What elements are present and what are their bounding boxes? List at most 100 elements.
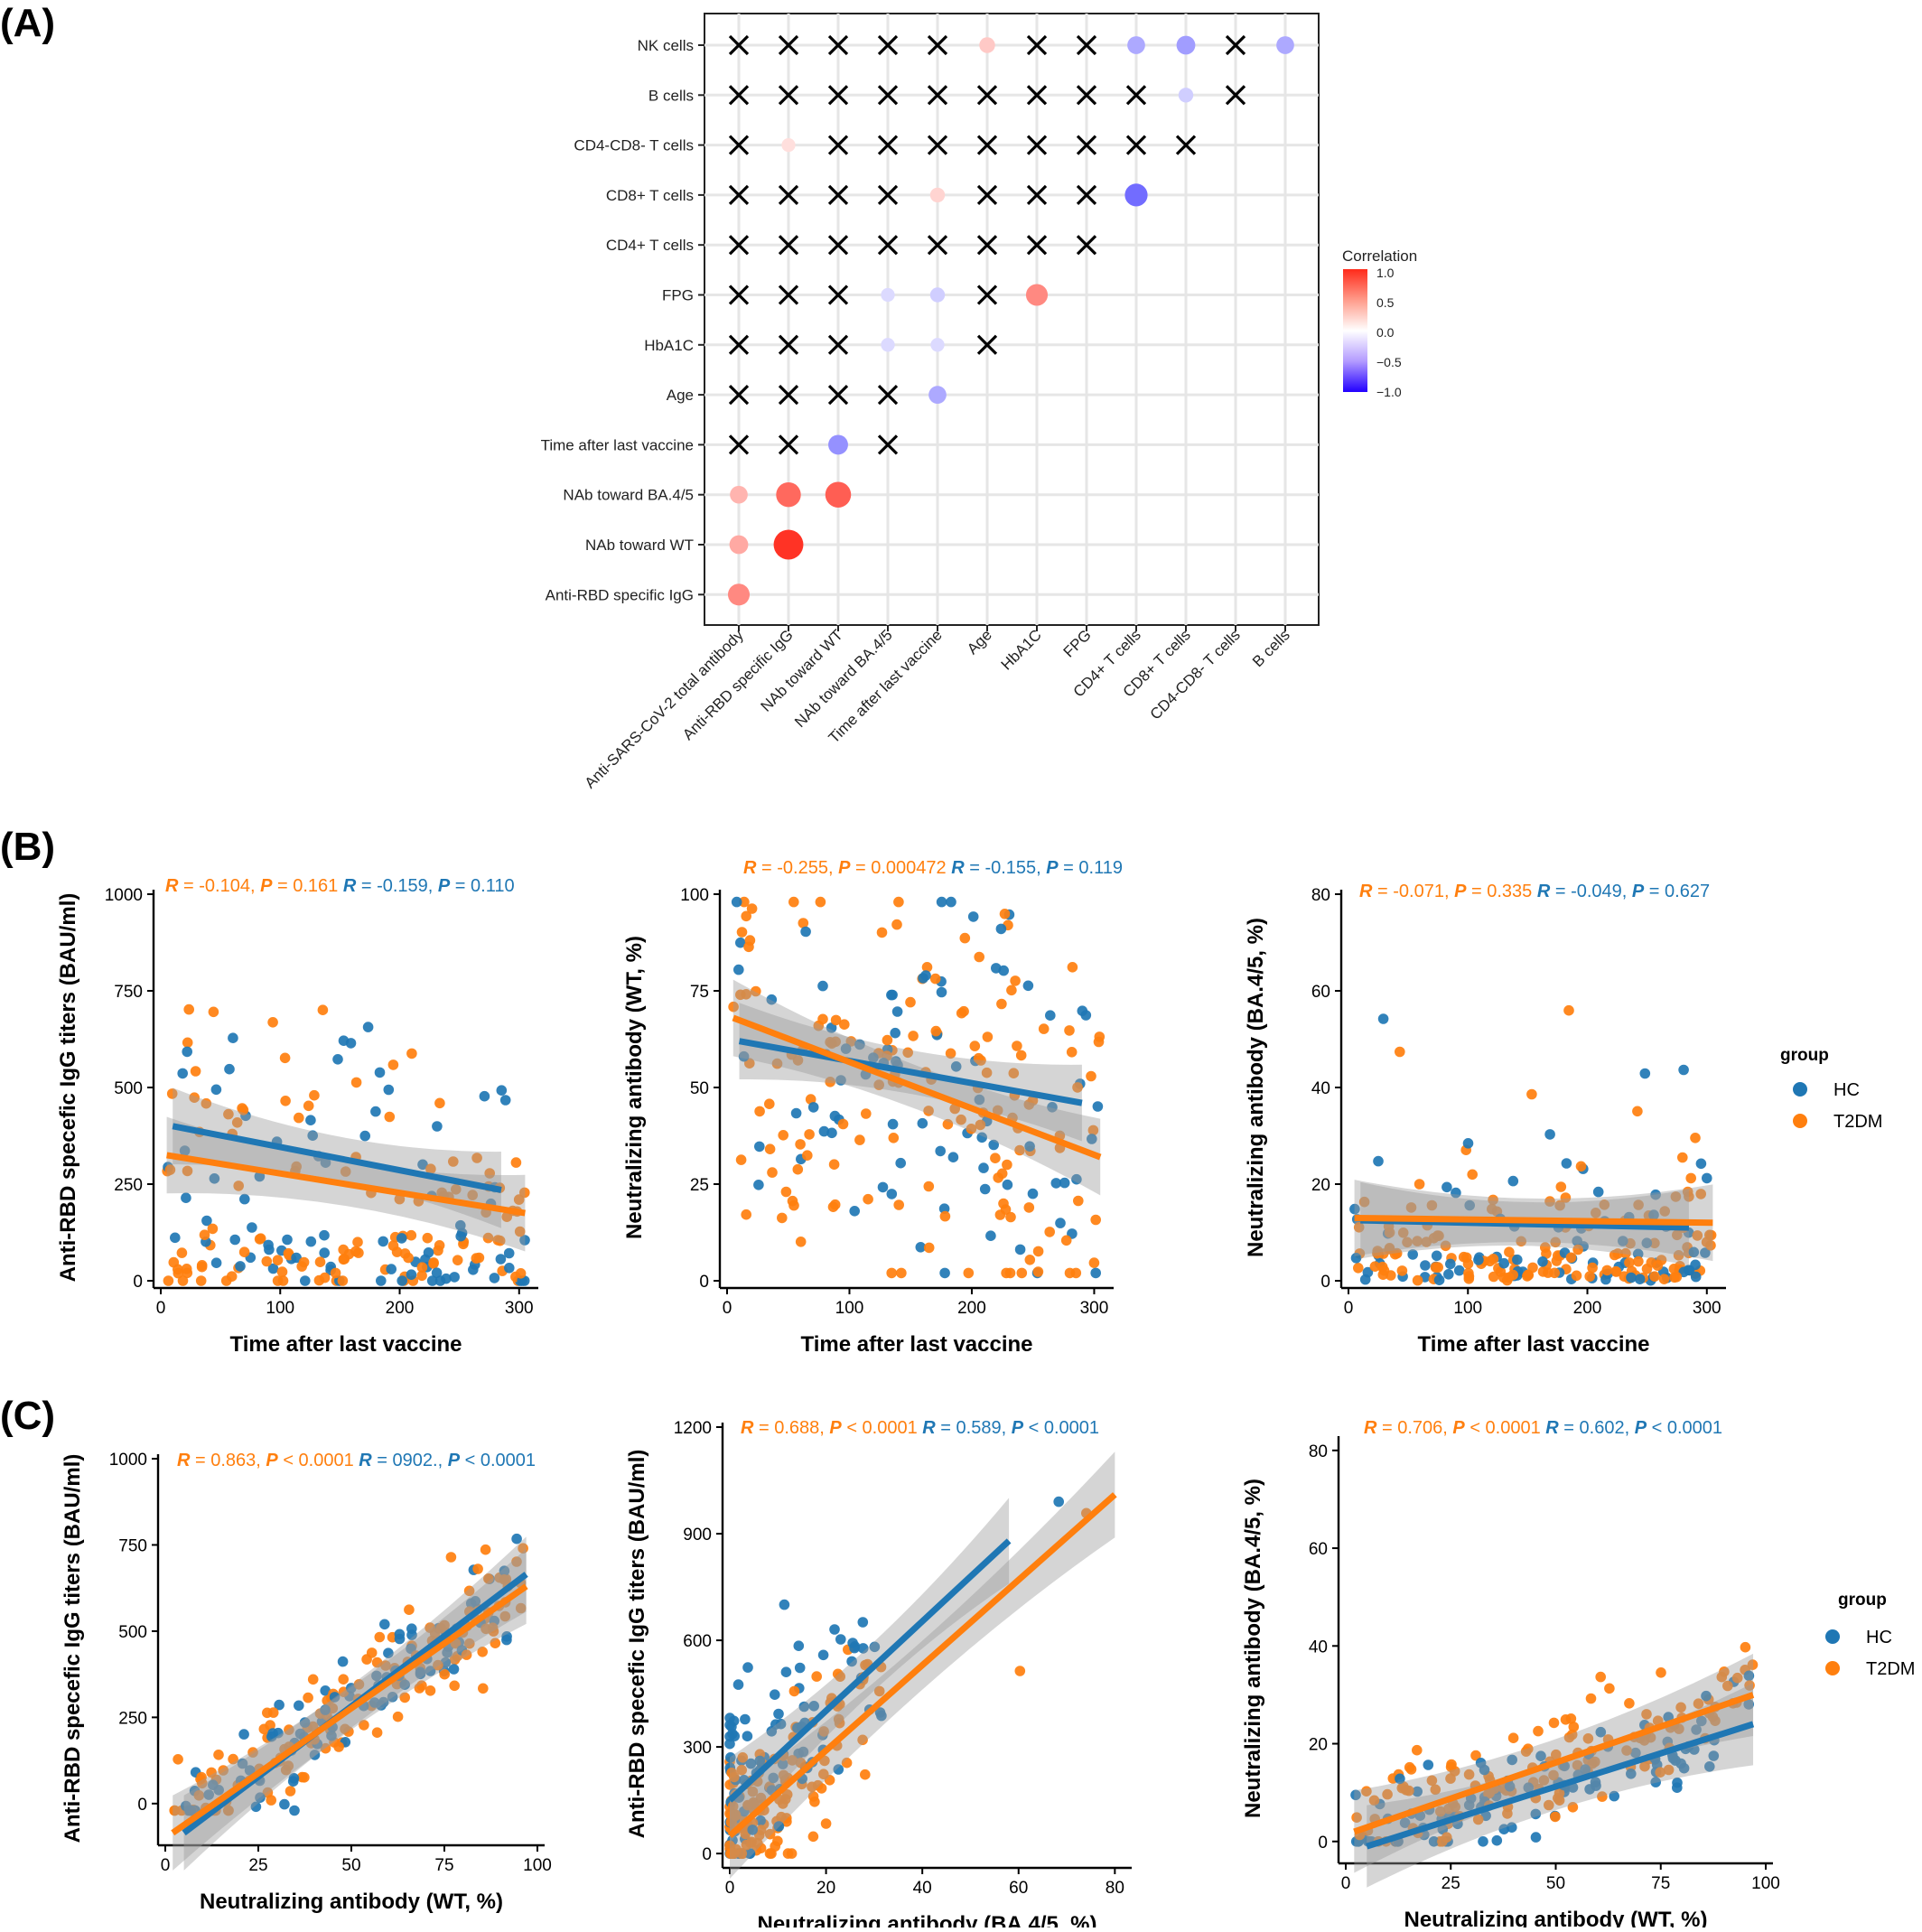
- x-tick-label: 0: [156, 1299, 166, 1318]
- t2dm-point: [193, 1790, 205, 1801]
- t2dm-point: [741, 1209, 751, 1220]
- t2dm-point: [284, 1724, 294, 1735]
- t2dm-point: [1368, 1795, 1380, 1806]
- t2dm-point: [1553, 1795, 1565, 1806]
- hc-point: [793, 1640, 805, 1651]
- heatmap-cross-mark: [827, 85, 849, 106]
- y-tick-label: 900: [683, 1526, 712, 1545]
- hc-point: [985, 1230, 996, 1241]
- hc-point: [1002, 1179, 1013, 1190]
- t2dm-point: [930, 1025, 942, 1037]
- hc-point: [362, 1022, 374, 1032]
- hc-point: [887, 1118, 899, 1130]
- colorbar-tick: −1.0: [1376, 385, 1402, 399]
- heatmap-cross-mark: [1125, 85, 1147, 106]
- t2dm-point: [945, 1048, 956, 1059]
- hc-point: [406, 1269, 417, 1280]
- t2dm-point: [1504, 1246, 1515, 1257]
- t2dm-point: [956, 1114, 966, 1125]
- heatmap-col-label: HbA1C: [998, 626, 1045, 673]
- t2dm-point: [1672, 1229, 1683, 1241]
- hc-point: [1507, 1754, 1517, 1766]
- hc-point: [724, 1738, 735, 1750]
- heatmap-row-label: CD8+ T cells: [606, 187, 694, 204]
- y-tick-label: 1000: [109, 1451, 147, 1470]
- t2dm-point: [1008, 1068, 1020, 1078]
- t2dm-point: [196, 1260, 208, 1271]
- hc-point: [399, 1679, 411, 1690]
- x-axis-title: Time after last vaccine: [800, 1332, 1032, 1357]
- x-axis-title: Neutralizing antibody (BA.4/5, %): [757, 1912, 1096, 1927]
- t2dm-point: [314, 1256, 326, 1267]
- t2dm-point: [746, 1836, 757, 1847]
- t2dm-point: [1432, 1230, 1443, 1241]
- t2dm-point: [837, 1118, 849, 1130]
- scatter-b3: 0 100 200 300 0 20 40 60 80 Time after last vacci…: [1244, 882, 1726, 1357]
- t2dm-point: [238, 1246, 250, 1257]
- hc-point: [496, 1085, 508, 1096]
- t2dm-point: [1016, 1267, 1028, 1279]
- heatmap-cross-mark: [827, 34, 849, 56]
- t2dm-point: [1002, 1159, 1012, 1171]
- t2dm-point: [754, 1106, 765, 1117]
- stats-annotation: R = 0.688, P < 0.0001 R = 0.589, P < 0.0…: [741, 1418, 1099, 1438]
- t2dm-trend-line: [171, 1583, 528, 1836]
- heatmap-dot: [828, 434, 848, 455]
- t2dm-point: [1010, 975, 1021, 986]
- hc-point: [998, 965, 1009, 976]
- legend-hc-label: HC: [1833, 1080, 1860, 1100]
- t2dm-point: [298, 1256, 310, 1268]
- t2dm-point: [353, 1679, 365, 1690]
- t2dm-point: [1633, 1255, 1644, 1267]
- y-tick-label: 0: [133, 1273, 143, 1292]
- hc-point: [1464, 1199, 1475, 1211]
- y-axis-title: Anti-RBD specefic IgG titers (BAU/ml): [625, 1450, 649, 1839]
- hc-point: [1630, 1747, 1641, 1759]
- t2dm-point: [1005, 1211, 1016, 1223]
- hc-point: [170, 1232, 181, 1244]
- x-tick-label: 100: [1453, 1299, 1482, 1318]
- hc-point: [1512, 1254, 1523, 1265]
- heatmap-cross-mark: [1076, 135, 1097, 155]
- t2dm-point: [963, 1267, 975, 1279]
- t2dm-point: [1671, 1272, 1683, 1283]
- heatmap-dot: [979, 37, 995, 53]
- t2dm-point: [303, 1692, 313, 1703]
- t2dm-point: [1023, 1099, 1035, 1110]
- t2dm-point: [337, 1275, 349, 1286]
- t2dm-point: [280, 1096, 291, 1106]
- heatmap-dot: [825, 481, 852, 508]
- t2dm-point: [845, 1036, 857, 1047]
- hc-point: [1590, 1777, 1601, 1787]
- hc-point: [511, 1533, 522, 1545]
- scatter-c2: 0 20 40 60 80 0 300 600 900 1200 Neutralizing anti…: [625, 1418, 1132, 1932]
- t2dm-point: [1599, 1199, 1610, 1210]
- t2dm-point: [854, 1134, 865, 1145]
- t2dm-point: [195, 1275, 207, 1286]
- t2dm-point: [181, 1264, 192, 1274]
- t2dm-point: [1467, 1169, 1478, 1181]
- t2dm-point: [183, 1003, 194, 1015]
- t2dm-point: [1015, 1050, 1027, 1061]
- y-tick-label: 0: [699, 1273, 709, 1292]
- t2dm-point: [285, 1786, 296, 1797]
- t2dm-point: [371, 1727, 383, 1738]
- t2dm-point: [484, 1168, 495, 1179]
- hc-point: [305, 1115, 316, 1125]
- hc-point: [754, 1141, 765, 1153]
- t2dm-point: [1537, 1266, 1549, 1277]
- heatmap-row-label: CD4-CD8- T cells: [574, 137, 694, 154]
- t2dm-point: [830, 1014, 842, 1026]
- t2dm-point: [873, 1685, 885, 1697]
- t2dm-point: [1591, 1208, 1601, 1218]
- t2dm-point: [1719, 1666, 1730, 1677]
- heatmap-dot: [730, 485, 748, 504]
- t2dm-point: [755, 1792, 767, 1804]
- x-tick-label: 25: [1442, 1874, 1460, 1893]
- x-tick-label: 75: [434, 1856, 453, 1875]
- hc-point: [300, 1275, 311, 1286]
- x-tick-label: 200: [1573, 1299, 1602, 1318]
- t2dm-point: [1067, 962, 1078, 973]
- colorbar-tick: 0.5: [1376, 295, 1395, 310]
- hc-point: [479, 1090, 490, 1102]
